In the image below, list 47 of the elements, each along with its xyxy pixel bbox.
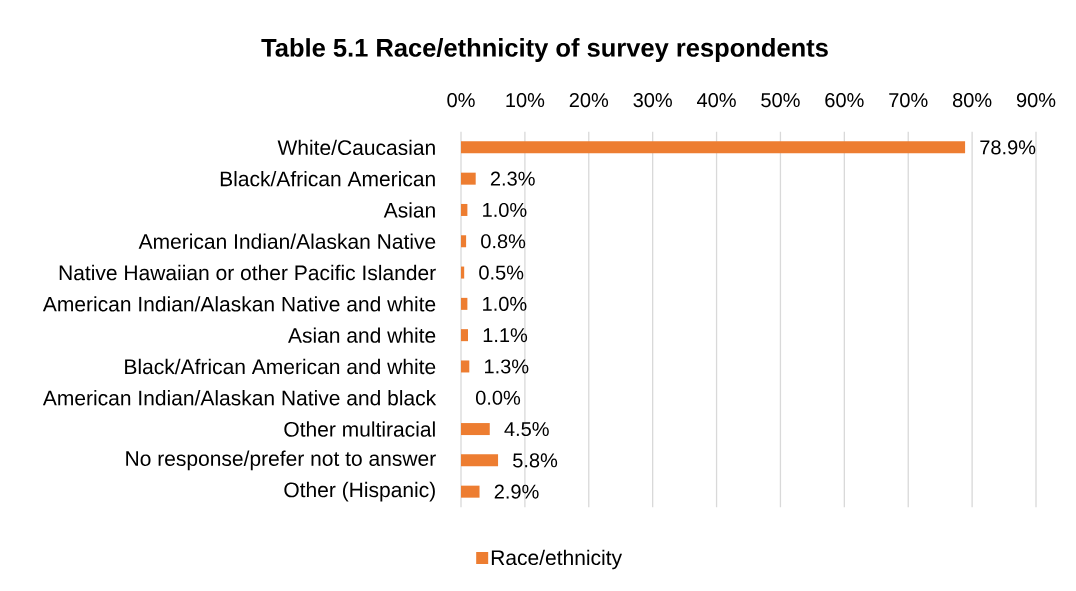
x-tick-label: 20% — [569, 93, 609, 108]
bar — [461, 297, 468, 310]
data-label: 2.3% — [490, 171, 535, 186]
bar — [461, 172, 476, 185]
data-label: 1.1% — [483, 328, 528, 343]
x-tick-label: 90% — [1016, 93, 1056, 108]
bar — [461, 203, 468, 216]
x-tick-label: 40% — [697, 93, 736, 108]
y-tick-label: American Indian/Alaskan Native and white — [42, 296, 436, 312]
bar — [461, 423, 490, 436]
bar — [461, 454, 499, 467]
x-tick-label: 30% — [633, 93, 672, 108]
data-label: 0.8% — [481, 234, 526, 249]
bar — [461, 360, 470, 373]
bar — [461, 266, 465, 279]
y-tick-label: Other (Hispanic) — [284, 481, 435, 502]
data-label: 1.0% — [483, 202, 527, 218]
x-tick-label: 70% — [889, 93, 928, 108]
x-tick-label: 60% — [825, 93, 864, 108]
y-tick-label: Black/African American and white — [125, 358, 436, 375]
y-tick-label: American Indian/Alaskan Native — [138, 233, 436, 249]
data-label: 1.3% — [485, 359, 529, 374]
y-tick-label: Native Hawaiian or other Pacific Islander — [59, 264, 436, 281]
x-tick-label: 50% — [761, 93, 800, 108]
data-label: 0.5% — [479, 265, 524, 280]
bar — [461, 485, 480, 498]
y-tick-label: American Indian/Alaskan Native and black — [42, 390, 437, 406]
data-label: 0.0% — [475, 390, 521, 405]
y-tick-label: Asian — [383, 202, 435, 218]
y-tick-label: No response/prefer not to answer — [126, 450, 436, 471]
data-label: 2.9% — [494, 484, 539, 499]
bar — [461, 141, 966, 154]
data-label: 5.8% — [513, 453, 558, 468]
data-label: 4.5% — [504, 422, 549, 437]
y-tick-label: Black/African American — [220, 170, 435, 187]
x-tick-label: 0% — [447, 93, 475, 108]
chart-title: Table 5.1 Race/ethnicity of survey respondents — [261, 38, 828, 62]
x-tick-label: 10% — [506, 93, 545, 108]
legend-label: Race/ethnicity — [491, 549, 623, 570]
x-tick-label: 80% — [952, 93, 992, 108]
data-label: 78.9% — [980, 140, 1036, 155]
y-tick-label: White/Caucasian — [277, 139, 435, 156]
y-tick-label: Asian and white — [288, 327, 436, 343]
bar — [461, 329, 469, 342]
bar — [461, 235, 467, 248]
data-label: 1.0% — [483, 296, 527, 311]
y-tick-label: Other multiracial — [284, 421, 435, 437]
